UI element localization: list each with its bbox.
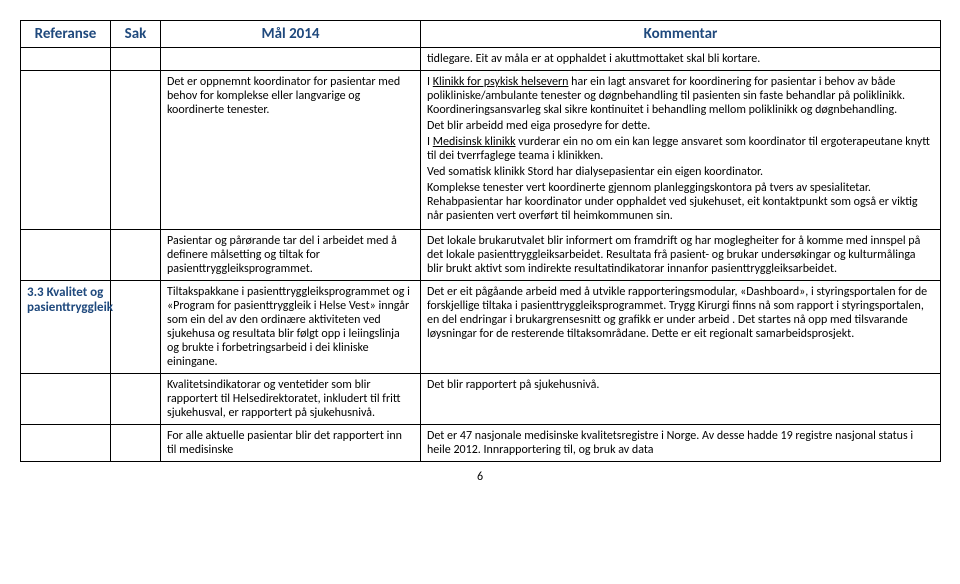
underlined-text: Medisinsk klinikk <box>433 135 516 149</box>
cell-mal: Tiltakspakkane i pasienttryggleiksprogra… <box>161 281 421 374</box>
header-sak: Sak <box>111 21 161 48</box>
underlined-text: Klinikk for psykisk helsevern <box>433 75 569 89</box>
cell-sak <box>111 281 161 374</box>
cell-mal: For alle aktuelle pasientar blir det rap… <box>161 425 421 462</box>
cell-kom: Det er eit pågåande arbeid med å utvikle… <box>421 281 941 374</box>
cell-sak <box>111 48 161 71</box>
header-mal: Mål 2014 <box>161 21 421 48</box>
table-row: For alle aktuelle pasientar blir det rap… <box>21 425 941 462</box>
text-part: Komplekse tenester vert koordinerte gjen… <box>427 181 934 223</box>
document-table: Referanse Sak Mål 2014 Kommentar tidlega… <box>20 20 941 462</box>
cell-ref <box>21 425 111 462</box>
cell-sak <box>111 230 161 281</box>
header-referanse: Referanse <box>21 21 111 48</box>
cell-ref <box>21 230 111 281</box>
cell-ref <box>21 374 111 425</box>
cell-mal <box>161 48 421 71</box>
table-row: Kvalitetsindikatorar og ventetider som b… <box>21 374 941 425</box>
cell-kom: I Klinikk for psykisk helsevern har ein … <box>421 71 941 230</box>
cell-ref <box>21 71 111 230</box>
cell-mal: Pasientar og pårørande tar del i arbeide… <box>161 230 421 281</box>
cell-sak <box>111 71 161 230</box>
cell-kom: Det er 47 nasjonale medisinske kvalitets… <box>421 425 941 462</box>
table-row: 3.3 Kvalitet og pasienttryggleik Tiltaks… <box>21 281 941 374</box>
cell-mal: Det er oppnemnt koordinator for pasienta… <box>161 71 421 230</box>
header-kommentar: Kommentar <box>421 21 941 48</box>
table-row: tidlegare. Eit av måla er at opphaldet i… <box>21 48 941 71</box>
text-part: Det blir arbeidd med eiga prosedyre for … <box>427 119 934 133</box>
cell-sak <box>111 374 161 425</box>
cell-sak <box>111 425 161 462</box>
table-row: Pasientar og pårørande tar del i arbeide… <box>21 230 941 281</box>
page-number: 6 <box>20 470 940 484</box>
text-part: Ved somatisk klinikk Stord har dialysepa… <box>427 165 934 179</box>
cell-kom: Det lokale brukarutvalet blir informert … <box>421 230 941 281</box>
cell-kom: Det blir rapportert på sjukehusnivå. <box>421 374 941 425</box>
cell-ref <box>21 48 111 71</box>
cell-kom: tidlegare. Eit av måla er at opphaldet i… <box>421 48 941 71</box>
table-row: Det er oppnemnt koordinator for pasienta… <box>21 71 941 230</box>
cell-ref-title: 3.3 Kvalitet og pasienttryggleik <box>21 281 111 374</box>
table-header-row: Referanse Sak Mål 2014 Kommentar <box>21 21 941 48</box>
cell-mal: Kvalitetsindikatorar og ventetider som b… <box>161 374 421 425</box>
